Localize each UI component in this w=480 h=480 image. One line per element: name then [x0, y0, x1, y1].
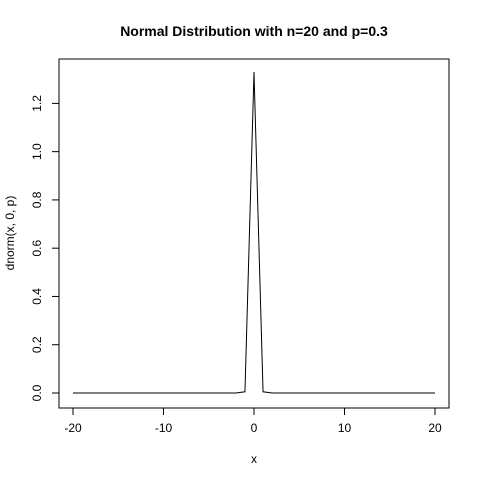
- y-tick-label: 0.8: [30, 191, 44, 208]
- y-tick-label: 0.0: [30, 384, 44, 401]
- x-tick-label: -20: [64, 421, 82, 435]
- y-tick-label: 0.6: [30, 240, 44, 257]
- x-axis-label: x: [251, 452, 257, 466]
- series-line: [73, 72, 435, 394]
- plot-frame: [58, 58, 450, 409]
- x-axis: -20 -10 0 10 20: [64, 407, 442, 435]
- x-tick-label: 0: [251, 421, 258, 435]
- x-tick-label: 10: [338, 421, 352, 435]
- y-tick-label: 0.4: [30, 288, 44, 305]
- y-tick-label: 1.2: [30, 95, 44, 112]
- y-axis-label: dnorm(x, 0, p): [3, 196, 17, 271]
- y-axis: 0.0 0.2 0.4 0.6 0.8 1.0 1.2: [30, 95, 60, 401]
- x-tick-label: 20: [428, 421, 442, 435]
- chart-title: Normal Distribution with n=20 and p=0.3: [120, 23, 388, 39]
- y-tick-label: 1.0: [30, 143, 44, 160]
- y-tick-label: 0.2: [30, 336, 44, 353]
- x-tick-label: -10: [155, 421, 173, 435]
